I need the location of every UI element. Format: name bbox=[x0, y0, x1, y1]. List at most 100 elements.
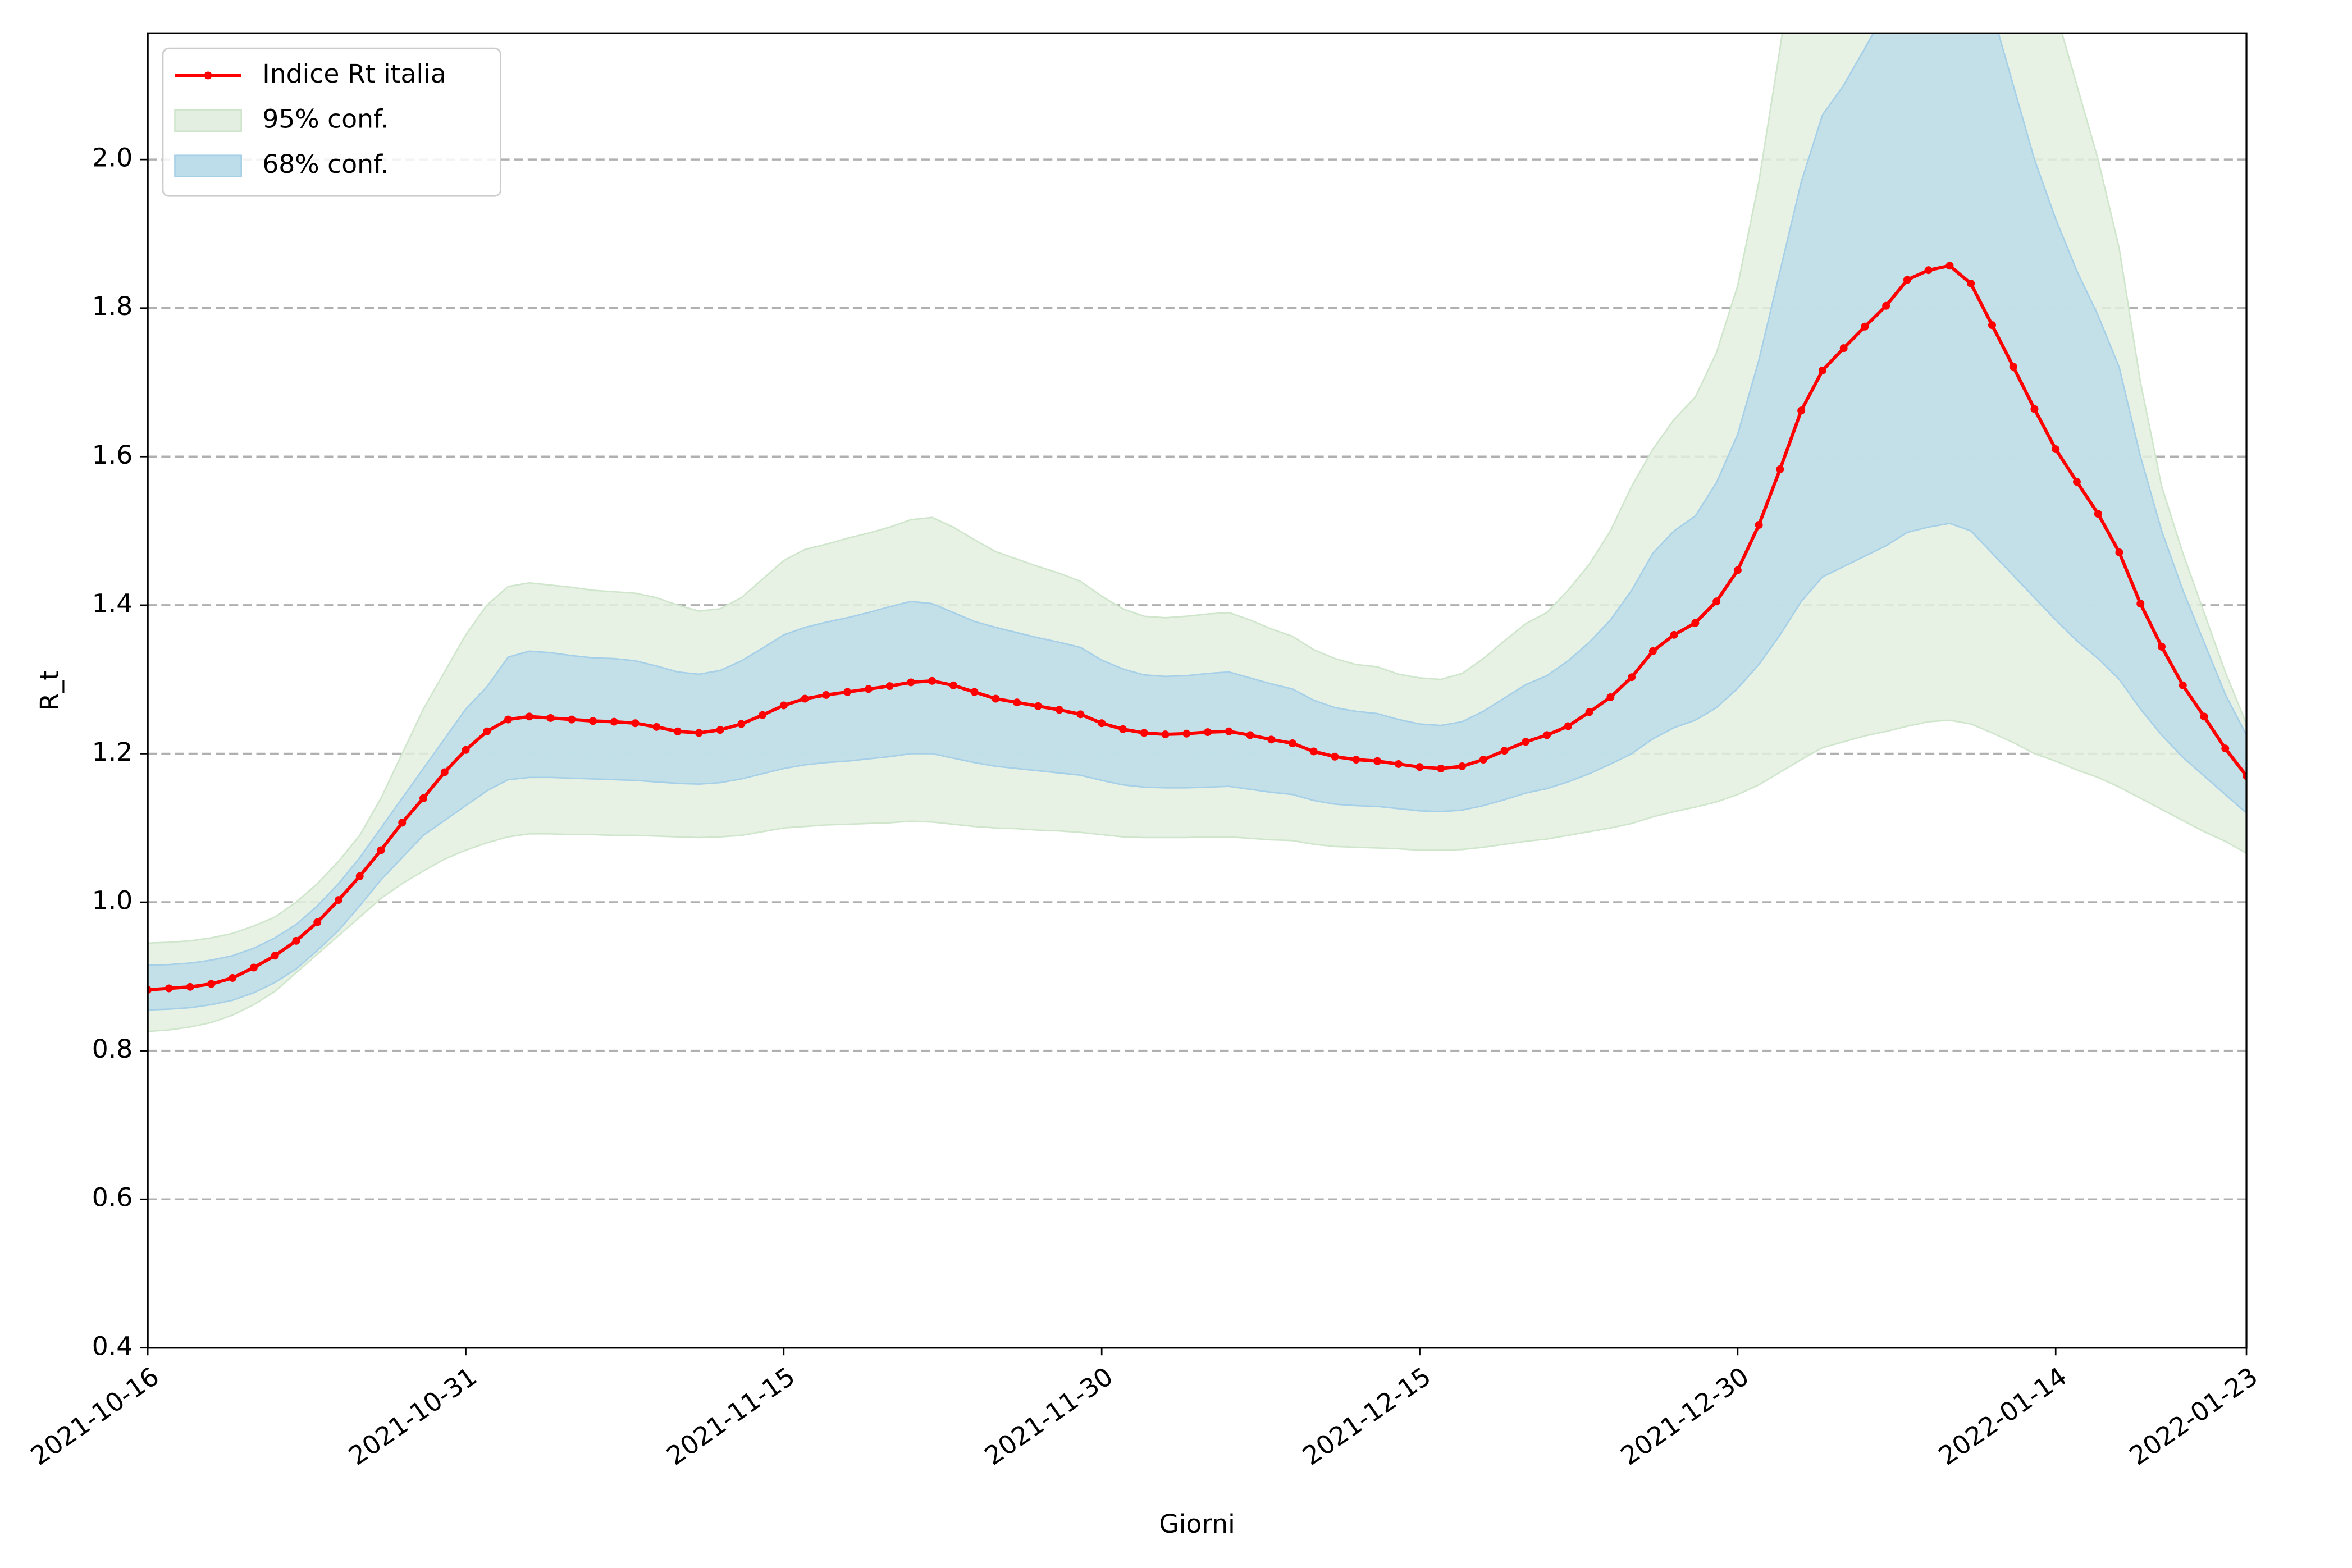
y-tick-label: 0.6 bbox=[92, 1183, 133, 1213]
series-point bbox=[1161, 730, 1170, 739]
series-point bbox=[1712, 597, 1721, 606]
series-point bbox=[1140, 729, 1148, 737]
series-point bbox=[1564, 722, 1572, 730]
series-line bbox=[148, 264, 2247, 992]
series-point bbox=[1331, 752, 1339, 761]
y-axis-label: R_t bbox=[35, 670, 65, 711]
series-point bbox=[1458, 762, 1467, 770]
confidence-band bbox=[148, 33, 2247, 1011]
series-point bbox=[1797, 406, 1806, 415]
series-point bbox=[1225, 727, 1233, 735]
series-point bbox=[1479, 756, 1487, 764]
y-tick-label: 1.8 bbox=[92, 291, 133, 321]
series-point bbox=[1289, 739, 1296, 747]
series-point bbox=[148, 986, 152, 994]
series-point bbox=[2200, 712, 2208, 721]
series-point bbox=[970, 688, 979, 696]
series-point bbox=[2072, 478, 2081, 486]
series-point bbox=[1522, 738, 1530, 746]
series-point bbox=[1246, 731, 1254, 739]
y-tick-label: 1.0 bbox=[92, 886, 133, 916]
series-point bbox=[1543, 731, 1551, 739]
series-point bbox=[801, 694, 809, 703]
series-point bbox=[1352, 756, 1360, 764]
series-point bbox=[631, 719, 640, 728]
series-point bbox=[249, 963, 258, 972]
x-tick-label: 2022-01-23 bbox=[2124, 1361, 2263, 1471]
legend-patch bbox=[174, 154, 242, 177]
x-tick-label: 2021-10-31 bbox=[343, 1361, 482, 1471]
x-tick-label: 2021-10-16 bbox=[25, 1361, 165, 1471]
legend-marker bbox=[204, 71, 212, 80]
series-point bbox=[1882, 301, 1890, 310]
series-point bbox=[1267, 735, 1276, 744]
axes-frame bbox=[147, 32, 2248, 1349]
x-axis-label: Giorni bbox=[1159, 1509, 1235, 1539]
series-point bbox=[1373, 757, 1382, 765]
series-point bbox=[1034, 702, 1042, 710]
series-point bbox=[525, 712, 533, 721]
series-point bbox=[440, 768, 449, 776]
series-point bbox=[568, 715, 576, 724]
series-point bbox=[885, 682, 894, 691]
y-tick-label: 0.8 bbox=[92, 1034, 133, 1064]
plot-area bbox=[148, 33, 2247, 1348]
series-point bbox=[2221, 744, 2230, 753]
y-tick-label: 1.4 bbox=[92, 588, 133, 618]
legend-label: 68% conf. bbox=[262, 149, 389, 179]
series-point bbox=[695, 729, 703, 737]
series-point bbox=[1945, 262, 1954, 270]
series-point bbox=[674, 727, 682, 735]
x-tick-label: 2021-12-30 bbox=[1615, 1361, 1755, 1471]
series-point bbox=[1670, 630, 1678, 639]
series-point bbox=[1118, 725, 1127, 733]
series-point bbox=[779, 701, 788, 710]
series-point bbox=[589, 717, 597, 725]
x-tick-label: 2021-11-15 bbox=[661, 1361, 801, 1471]
series-point bbox=[1818, 366, 1826, 374]
series-point bbox=[419, 794, 427, 802]
series-point bbox=[186, 982, 194, 991]
y-tick-label: 1.2 bbox=[92, 737, 133, 767]
series-point bbox=[928, 676, 937, 685]
series-point bbox=[1903, 276, 1911, 284]
x-tick-label: 2021-12-15 bbox=[1298, 1361, 1437, 1471]
series-point bbox=[1776, 465, 1784, 473]
series-point bbox=[1861, 322, 1869, 331]
series-point bbox=[992, 694, 1000, 703]
series-point bbox=[462, 746, 470, 754]
series-point bbox=[716, 726, 724, 734]
series-point bbox=[2243, 772, 2247, 780]
series-point bbox=[2030, 405, 2039, 413]
series-point bbox=[1755, 521, 1763, 529]
series-point bbox=[504, 715, 512, 724]
series-point bbox=[334, 896, 342, 904]
series-point bbox=[207, 980, 216, 988]
series-point bbox=[292, 936, 300, 945]
series-point bbox=[1309, 747, 1318, 756]
series-point bbox=[1967, 280, 1975, 288]
legend-label: 95% conf. bbox=[262, 104, 389, 134]
series-point bbox=[1076, 710, 1085, 719]
series-point bbox=[2094, 510, 2102, 518]
series-point bbox=[949, 681, 957, 689]
series-point bbox=[759, 711, 767, 719]
series-point bbox=[1839, 344, 1848, 353]
x-tick-label: 2021-11-30 bbox=[979, 1361, 1118, 1471]
series-point bbox=[377, 846, 385, 854]
series-point bbox=[1988, 321, 1996, 330]
series-point bbox=[2136, 600, 2145, 608]
y-tick-label: 0.4 bbox=[92, 1331, 133, 1361]
series-point bbox=[2179, 681, 2187, 689]
series-point bbox=[1606, 693, 1615, 701]
series-point bbox=[546, 714, 555, 722]
series-point bbox=[398, 819, 407, 827]
series-point bbox=[1203, 728, 1212, 737]
series-point bbox=[1585, 708, 1593, 716]
legend-patch bbox=[174, 109, 242, 132]
legend-box bbox=[162, 47, 501, 197]
y-tick-label: 2.0 bbox=[92, 143, 133, 173]
series-point bbox=[271, 952, 279, 960]
